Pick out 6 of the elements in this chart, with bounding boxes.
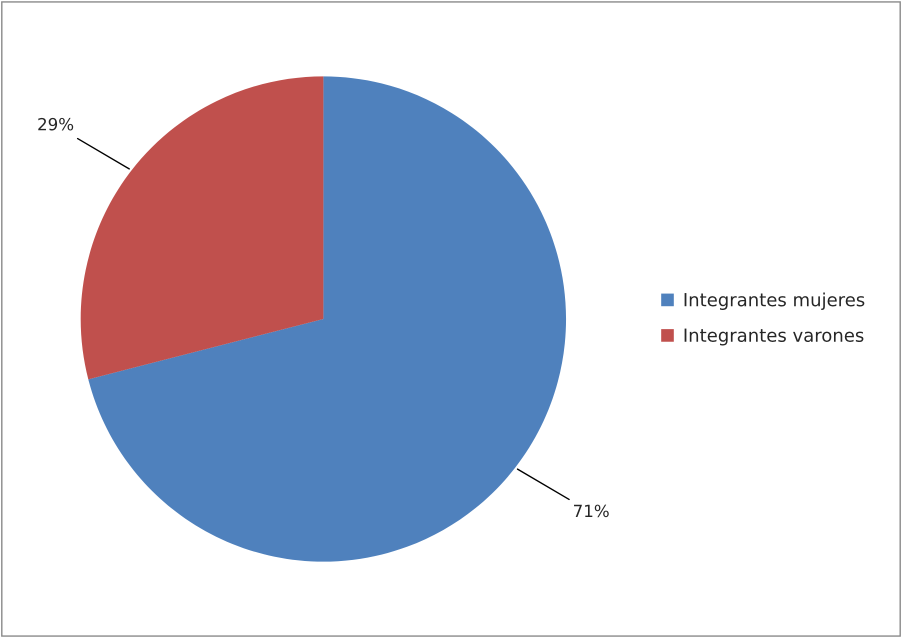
pie-slice <box>88 76 566 562</box>
data-label: 71% <box>574 504 609 518</box>
legend-label: Integrantes mujeres <box>684 292 864 310</box>
legend-label: Integrantes varones <box>684 328 864 346</box>
pie-slice <box>80 76 324 380</box>
data-label: 29% <box>38 118 74 130</box>
